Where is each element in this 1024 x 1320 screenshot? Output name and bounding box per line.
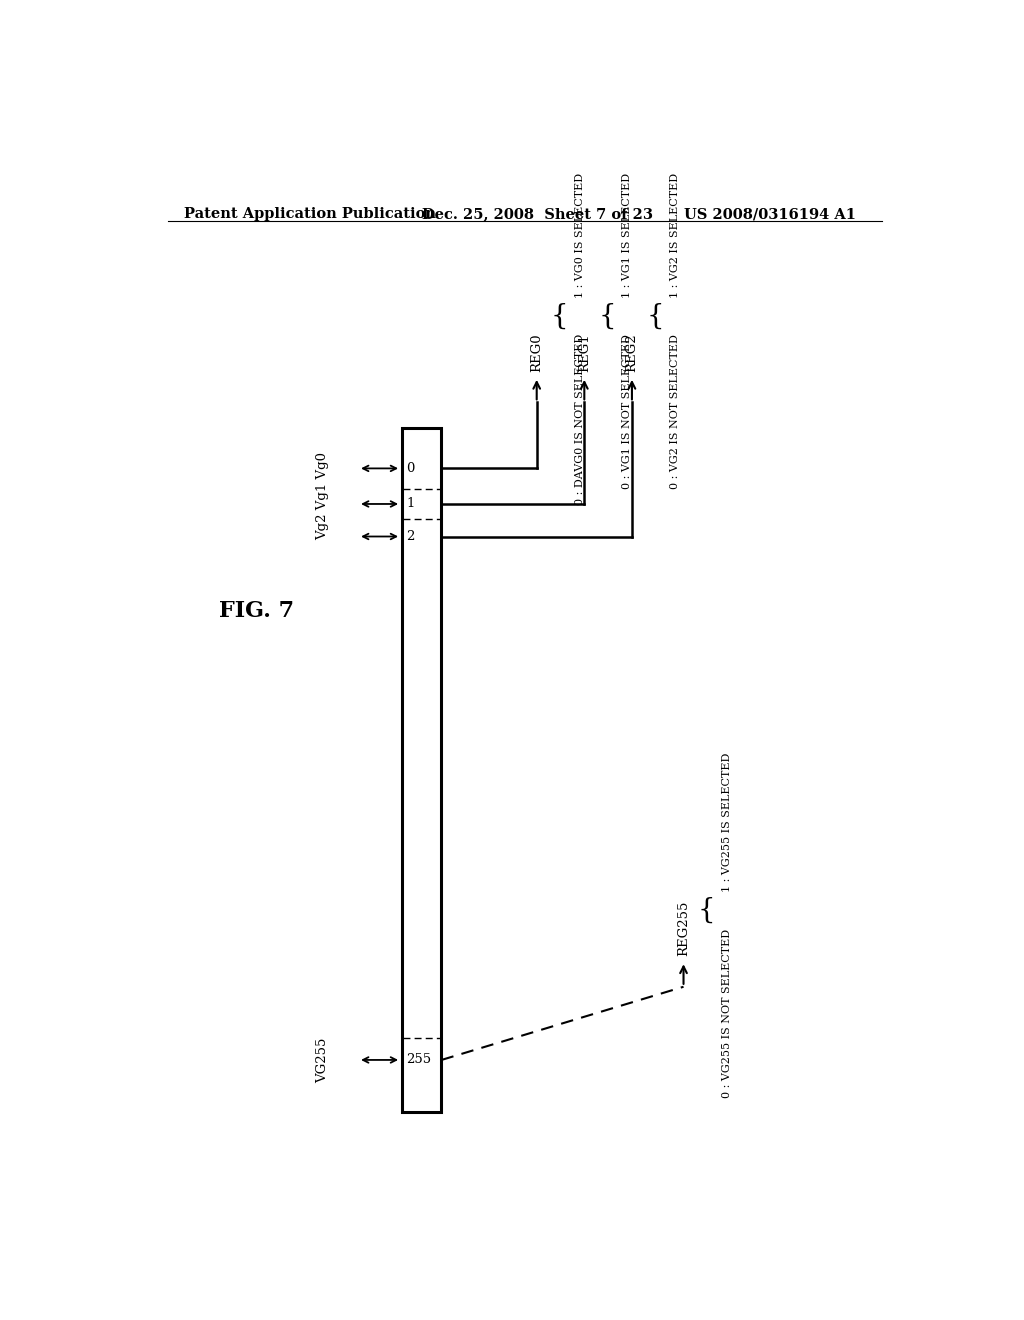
Text: 1 : VG255 IS SELECTED: 1 : VG255 IS SELECTED bbox=[722, 752, 731, 892]
Text: REG2: REG2 bbox=[626, 333, 638, 372]
Text: 0 : VG2 IS NOT SELECTED: 0 : VG2 IS NOT SELECTED bbox=[670, 334, 680, 490]
Text: REG1: REG1 bbox=[578, 333, 591, 372]
Text: 1 : VG0 IS SELECTED: 1 : VG0 IS SELECTED bbox=[574, 173, 585, 297]
Text: 1 : VG1 IS SELECTED: 1 : VG1 IS SELECTED bbox=[623, 173, 633, 297]
Text: Dec. 25, 2008  Sheet 7 of 23: Dec. 25, 2008 Sheet 7 of 23 bbox=[422, 207, 652, 222]
Text: {: { bbox=[697, 898, 716, 924]
Text: FIG. 7: FIG. 7 bbox=[219, 599, 294, 622]
Text: US 2008/0316194 A1: US 2008/0316194 A1 bbox=[684, 207, 855, 222]
Text: REG0: REG0 bbox=[530, 333, 543, 372]
Text: Vg2 Vg1 Vg0: Vg2 Vg1 Vg0 bbox=[316, 451, 329, 540]
Text: 2: 2 bbox=[407, 531, 415, 543]
Text: 1 : VG2 IS SELECTED: 1 : VG2 IS SELECTED bbox=[670, 173, 680, 297]
Text: {: { bbox=[646, 302, 664, 330]
Text: 0 : DAVG0 IS NOT SELECTED: 0 : DAVG0 IS NOT SELECTED bbox=[574, 334, 585, 506]
Text: 0 : VG1 IS NOT SELECTED: 0 : VG1 IS NOT SELECTED bbox=[623, 334, 633, 490]
Text: 255: 255 bbox=[407, 1053, 432, 1067]
Text: 1: 1 bbox=[407, 498, 415, 511]
Text: {: { bbox=[599, 302, 616, 330]
Text: 0: 0 bbox=[407, 462, 415, 475]
Bar bbox=[401, 428, 441, 1111]
Text: REG255: REG255 bbox=[677, 900, 690, 956]
Text: Patent Application Publication: Patent Application Publication bbox=[183, 207, 435, 222]
Text: VG255: VG255 bbox=[316, 1038, 329, 1082]
Text: {: { bbox=[551, 302, 568, 330]
Text: 0 : VG255 IS NOT SELECTED: 0 : VG255 IS NOT SELECTED bbox=[722, 929, 731, 1098]
